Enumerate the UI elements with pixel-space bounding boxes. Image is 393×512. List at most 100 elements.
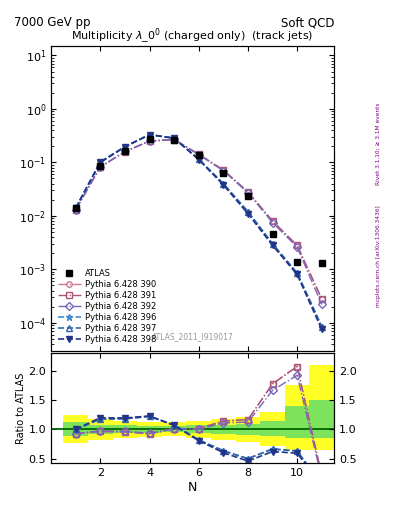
Pythia 6.428 390 — [73, 207, 78, 213]
Pythia 6.428 392 — [123, 148, 127, 155]
Pythia 6.428 391 — [172, 136, 176, 142]
Pythia 6.428 390 — [295, 242, 299, 248]
Pythia 6.428 398 — [147, 132, 152, 138]
Bar — [63, 415, 88, 443]
Pythia 6.428 396 — [246, 208, 250, 215]
ATLAS — [246, 193, 250, 199]
Bar — [186, 421, 211, 438]
Pythia 6.428 396 — [196, 156, 201, 162]
Pythia 6.428 397 — [172, 135, 176, 141]
Line: Pythia 6.428 391: Pythia 6.428 391 — [73, 137, 325, 302]
ATLAS — [147, 136, 152, 142]
Pythia 6.428 397 — [320, 324, 324, 330]
Pythia 6.428 398 — [320, 326, 324, 332]
Pythia 6.428 397 — [123, 144, 127, 150]
Pythia 6.428 390 — [98, 164, 103, 170]
Bar — [211, 425, 236, 434]
Bar — [137, 422, 162, 437]
Bar — [236, 423, 260, 435]
Bar — [260, 421, 285, 436]
Bar — [88, 425, 113, 434]
Pythia 6.428 398 — [270, 242, 275, 248]
Bar — [186, 425, 211, 434]
X-axis label: N: N — [188, 481, 197, 494]
Line: Pythia 6.428 398: Pythia 6.428 398 — [73, 132, 325, 332]
Pythia 6.428 396 — [221, 181, 226, 187]
Pythia 6.428 396 — [98, 159, 103, 165]
ATLAS — [196, 152, 201, 158]
Bar — [113, 425, 137, 434]
ATLAS — [270, 231, 275, 238]
Pythia 6.428 396 — [295, 270, 299, 276]
Bar — [285, 406, 309, 438]
Pythia 6.428 396 — [270, 241, 275, 247]
ATLAS — [295, 259, 299, 265]
Bar — [137, 426, 162, 433]
Pythia 6.428 391 — [320, 296, 324, 302]
Line: Pythia 6.428 392: Pythia 6.428 392 — [73, 137, 325, 307]
Text: 7000 GeV pp: 7000 GeV pp — [14, 16, 91, 29]
Text: mcplots.cern.ch [arXiv:1306.3436]: mcplots.cern.ch [arXiv:1306.3436] — [376, 205, 380, 307]
Pythia 6.428 392 — [196, 152, 201, 158]
Pythia 6.428 391 — [270, 218, 275, 224]
ATLAS — [98, 163, 103, 169]
ATLAS — [221, 170, 226, 176]
Pythia 6.428 397 — [196, 156, 201, 162]
Bar — [309, 400, 334, 438]
Line: Pythia 6.428 390: Pythia 6.428 390 — [73, 137, 325, 302]
Pythia 6.428 390 — [221, 167, 226, 173]
ATLAS — [123, 147, 127, 154]
Pythia 6.428 398 — [98, 159, 103, 165]
Pythia 6.428 391 — [295, 242, 299, 248]
Legend: ATLAS, Pythia 6.428 390, Pythia 6.428 391, Pythia 6.428 392, Pythia 6.428 396, P: ATLAS, Pythia 6.428 390, Pythia 6.428 39… — [55, 266, 159, 347]
Pythia 6.428 391 — [98, 164, 103, 170]
Pythia 6.428 398 — [221, 182, 226, 188]
Bar — [162, 426, 186, 432]
Line: ATLAS: ATLAS — [72, 136, 325, 267]
Text: Rivet 3.1.10; ≥ 3.1M events: Rivet 3.1.10; ≥ 3.1M events — [376, 102, 380, 185]
Pythia 6.428 396 — [123, 144, 127, 150]
Line: Pythia 6.428 397: Pythia 6.428 397 — [73, 132, 325, 329]
Title: Multiplicity $\lambda\_0^0$ (charged only)  (track jets): Multiplicity $\lambda\_0^0$ (charged onl… — [72, 27, 314, 46]
Pythia 6.428 398 — [295, 271, 299, 278]
Pythia 6.428 397 — [73, 205, 78, 211]
Pythia 6.428 391 — [246, 189, 250, 195]
Bar — [236, 417, 260, 442]
Y-axis label: Ratio to ATLAS: Ratio to ATLAS — [16, 373, 26, 444]
Pythia 6.428 390 — [196, 151, 201, 157]
Pythia 6.428 392 — [320, 302, 324, 308]
Pythia 6.428 398 — [172, 135, 176, 141]
Pythia 6.428 397 — [270, 241, 275, 247]
ATLAS — [73, 205, 78, 211]
Pythia 6.428 391 — [73, 207, 78, 213]
Pythia 6.428 397 — [246, 208, 250, 215]
Pythia 6.428 391 — [123, 148, 127, 155]
Pythia 6.428 392 — [221, 167, 226, 174]
Pythia 6.428 398 — [73, 205, 78, 211]
Pythia 6.428 397 — [221, 181, 226, 187]
Bar — [285, 386, 309, 450]
Pythia 6.428 397 — [295, 270, 299, 276]
Bar — [162, 422, 186, 436]
Pythia 6.428 390 — [246, 189, 250, 195]
Pythia 6.428 398 — [123, 143, 127, 150]
Pythia 6.428 392 — [295, 244, 299, 250]
Pythia 6.428 397 — [147, 132, 152, 138]
Bar — [113, 421, 137, 438]
Bar — [211, 419, 236, 440]
Text: Soft QCD: Soft QCD — [281, 16, 334, 29]
Pythia 6.428 390 — [270, 218, 275, 224]
Pythia 6.428 390 — [147, 138, 152, 144]
Pythia 6.428 397 — [98, 159, 103, 165]
Pythia 6.428 396 — [320, 324, 324, 330]
Bar — [63, 422, 88, 436]
Pythia 6.428 391 — [147, 138, 152, 144]
Pythia 6.428 390 — [320, 296, 324, 302]
Bar — [88, 419, 113, 440]
Bar — [260, 412, 285, 446]
Pythia 6.428 396 — [73, 205, 78, 211]
Pythia 6.428 390 — [123, 148, 127, 155]
Pythia 6.428 392 — [147, 138, 152, 144]
Pythia 6.428 392 — [98, 164, 103, 170]
Pythia 6.428 392 — [73, 207, 78, 213]
